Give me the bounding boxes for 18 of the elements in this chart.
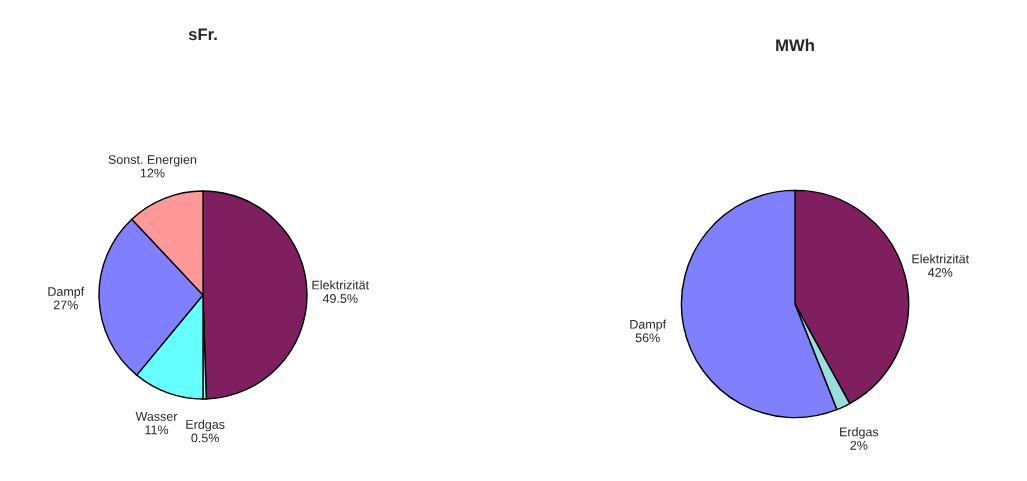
slice-label: Erdgas xyxy=(840,427,879,439)
slice-label: Sonst. Energien xyxy=(108,154,197,167)
slice-label: Dampf xyxy=(630,319,667,332)
data-label: 49.5% xyxy=(322,294,358,303)
data-label: 12% xyxy=(140,168,165,178)
data-label: 2% xyxy=(850,440,868,450)
slice-label: Elektrizität xyxy=(312,280,369,290)
chart-title: MWh xyxy=(776,38,814,51)
slice-label: Dampf xyxy=(48,286,85,299)
slice-label: Erdgas xyxy=(186,419,225,432)
data-label: 0.5% xyxy=(191,433,219,443)
data-label: 42% xyxy=(928,267,953,277)
data-label: 27% xyxy=(53,300,78,310)
data-label: 11% xyxy=(145,425,169,435)
slice-label: Wasser xyxy=(135,412,178,421)
chart-title: sFr. xyxy=(188,28,217,41)
slice-label: Elektrizität xyxy=(912,254,969,264)
data-label: 56% xyxy=(635,333,660,343)
